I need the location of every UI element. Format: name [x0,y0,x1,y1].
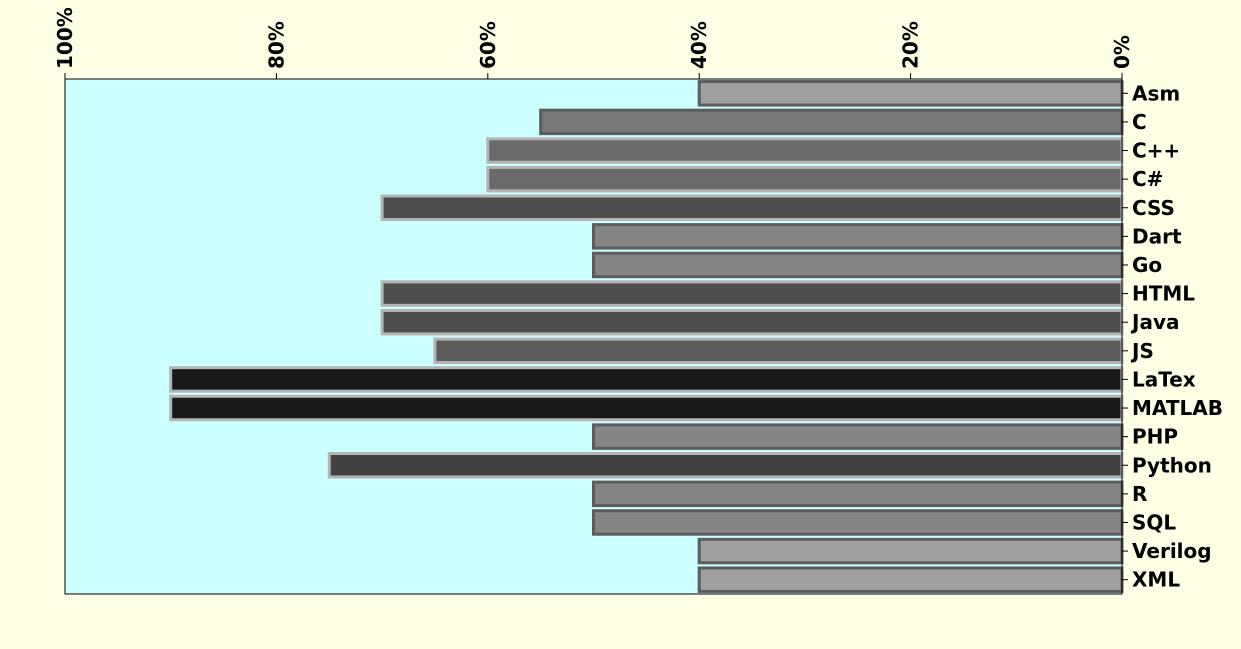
y-tick-label: C [1132,110,1147,134]
y-axis: Asm C C++ C# CSS Dart Go HTML Java JS LaTex MATLAB P… [1122,81,1223,592]
y-tick-label: Java [1130,310,1179,334]
x-tick-label: 0% [1110,35,1134,69]
bar-verilog [697,537,1124,565]
y-tick-label: JS [1130,339,1154,363]
bar-xml [697,566,1124,593]
bar-series [169,80,1124,593]
x-tick-label: 40% [687,21,711,69]
bar-r [592,480,1124,508]
bar-python [327,452,1124,479]
bar-c [539,108,1124,136]
y-tick-label: Verilog [1132,539,1212,563]
y-tick-label: CSS [1132,196,1175,220]
bar-java [380,308,1124,336]
bar-go [592,251,1124,279]
bar-matlab [169,394,1124,422]
x-tick-label: 60% [476,21,500,69]
x-axis: 100% 80% 60% 40% 20% 0% [53,7,1134,79]
y-tick-label: Dart [1132,224,1182,248]
bar-js [433,337,1124,365]
y-tick-label: XML [1132,568,1180,592]
bar-css [380,194,1124,221]
y-tick-label: R [1132,482,1147,506]
bar-c- [486,165,1124,193]
bar-sql [592,509,1124,536]
bar-dart [592,223,1124,250]
x-tick-label: 20% [899,21,923,69]
bar-asm [697,80,1124,107]
y-tick-label: C# [1132,167,1163,191]
y-tick-label: PHP [1132,425,1178,449]
x-tick-label: 100% [53,7,77,69]
y-tick-label: LaTex [1132,367,1196,391]
y-tick-label: C++ [1132,139,1180,163]
bar-html [380,280,1124,307]
y-tick-label: Python [1132,453,1212,477]
bar-php [592,423,1124,450]
y-tick-label: Asm [1132,81,1180,105]
y-tick-label: SQL [1132,510,1176,534]
plot-area [65,79,1122,594]
y-tick-label: MATLAB [1132,396,1223,420]
plot-frame [64,78,1123,595]
y-tick-label: HTML [1132,282,1195,306]
x-tick-label: 80% [264,21,288,69]
y-tick-label: Go [1132,253,1162,277]
bar-latex [169,366,1124,393]
bar-c- [486,137,1124,164]
